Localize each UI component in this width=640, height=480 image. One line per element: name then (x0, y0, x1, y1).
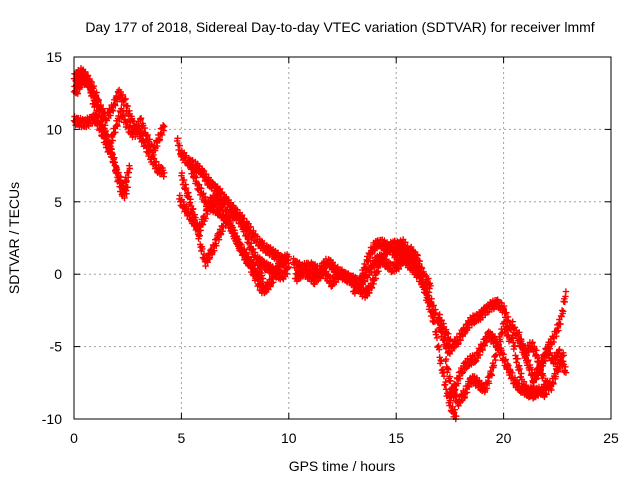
y-tick-label: 10 (46, 121, 62, 137)
plot-frame (73, 56, 612, 420)
series-track-18 (515, 329, 567, 394)
x-tick-label: 5 (178, 430, 186, 446)
series-track-4 (70, 105, 168, 159)
data-point-markers (70, 105, 168, 159)
y-tick-label: 0 (54, 266, 62, 282)
data-point-markers (393, 236, 460, 423)
data-point-markers (436, 296, 507, 354)
y-tick-label: 5 (54, 194, 62, 210)
axis-ticks: 0 5 10 15 20 25 -10 -5 0 5 10 15 (42, 49, 619, 446)
x-tick-label: 25 (603, 430, 619, 446)
x-tick-label: 10 (281, 430, 297, 446)
y-axis-label: SDTVAR / TECUs (6, 182, 22, 294)
series-track-7 (178, 169, 292, 283)
y-tick-label: 15 (46, 49, 62, 65)
x-tick-label: 20 (496, 430, 512, 446)
data-points (70, 65, 570, 423)
x-tick-label: 0 (70, 430, 78, 446)
data-point-markers (186, 159, 292, 297)
chart-title: Day 177 of 2018, Sidereal Day-to-day VTE… (85, 19, 594, 35)
x-tick-label: 15 (388, 430, 404, 446)
x-axis-label: GPS time / hours (289, 458, 396, 474)
data-point-markers (515, 329, 567, 394)
y-tick-label: -10 (42, 411, 62, 427)
y-tick-label: -5 (50, 339, 63, 355)
series-track-8 (186, 159, 292, 297)
data-point-markers (178, 169, 292, 283)
series-track-13 (436, 296, 507, 354)
series-track-12 (393, 236, 460, 423)
